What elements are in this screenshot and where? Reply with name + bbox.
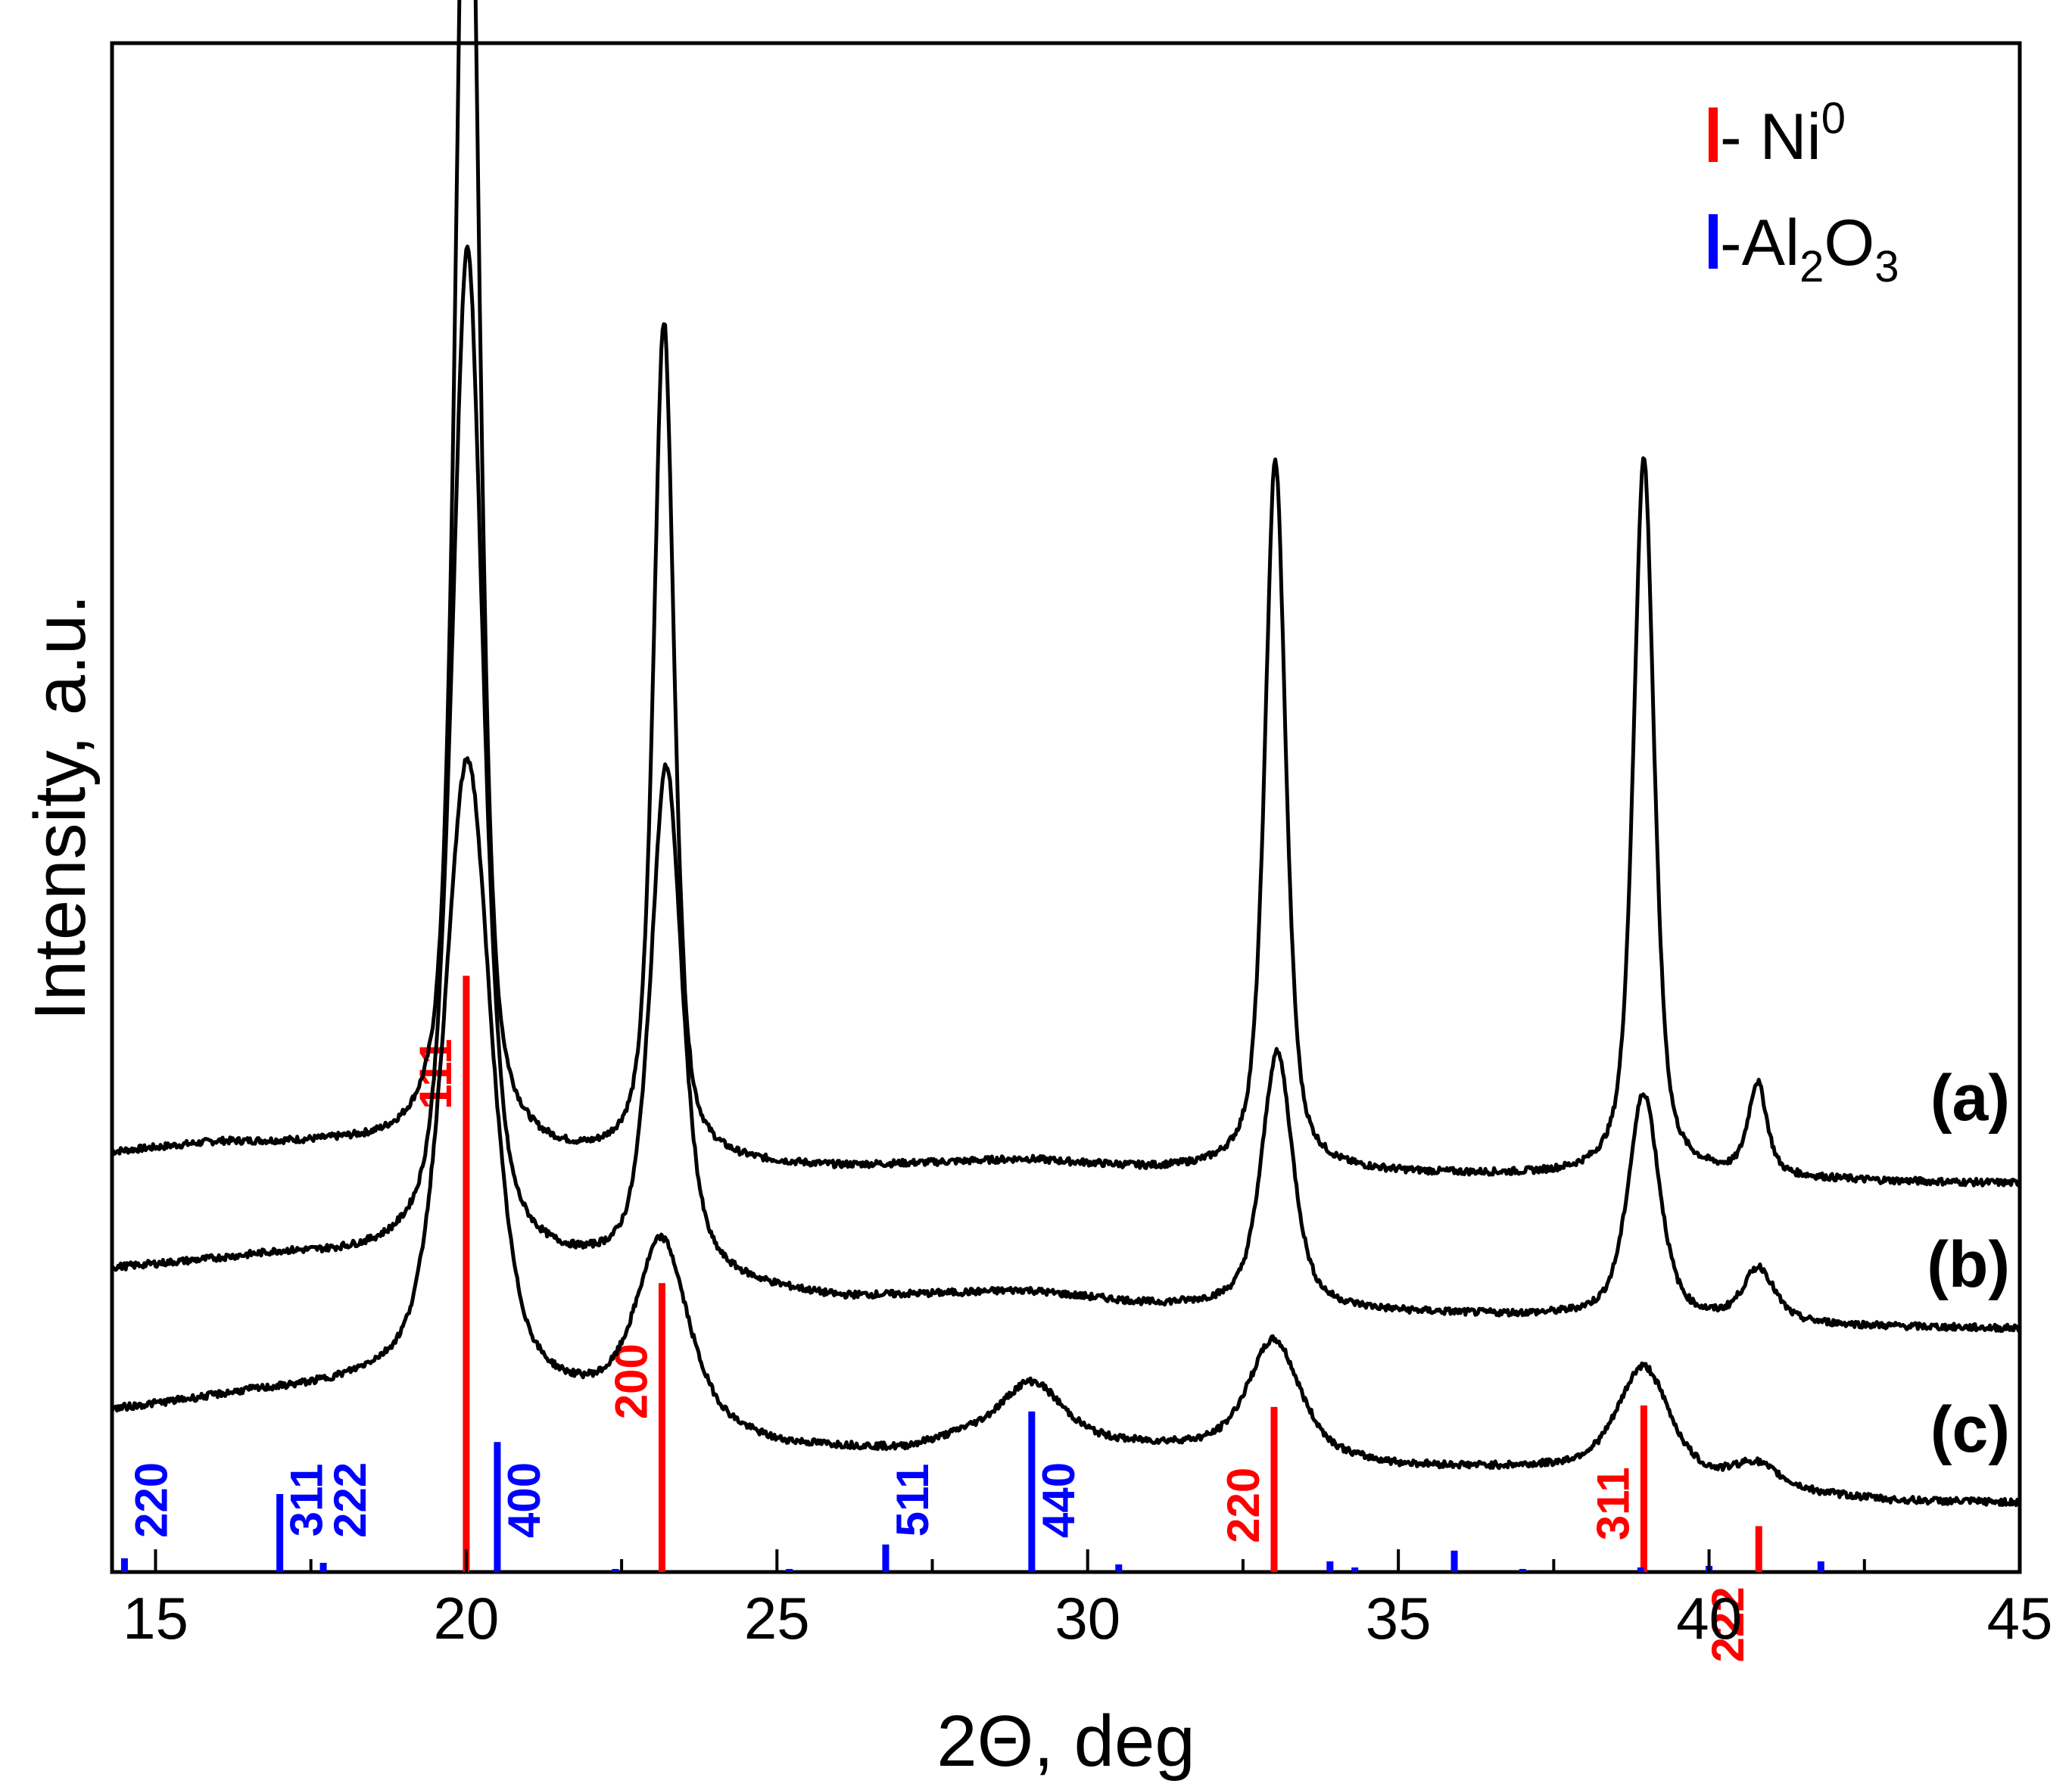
hkl-label: 311 [1587, 1467, 1638, 1540]
series-labels: (a) (b) (c) [1927, 1062, 2010, 1466]
x-tick-label: 15 [123, 1585, 189, 1651]
x-tick-label: 25 [744, 1585, 810, 1651]
plot-frame [110, 41, 2022, 1574]
x-tick-label: 35 [1366, 1585, 1432, 1651]
x-tick-label: 40 [1676, 1585, 1742, 1651]
trace-a [111, 0, 2022, 1188]
series-label: (a) [1930, 1062, 2010, 1135]
x-tick-label: 30 [1055, 1585, 1120, 1651]
legend-marker-al2o3 [1709, 214, 1718, 269]
trace-c [110, 756, 2021, 1508]
hkl-label: 400 [499, 1462, 550, 1538]
hkl-label: 220 [126, 1462, 176, 1538]
y-axis-title: Intensity, a.u. [20, 594, 101, 1021]
plot-area-border [110, 41, 2022, 1574]
hkl-label: 511 [887, 1464, 938, 1537]
hkl-label: 440 [1033, 1462, 1084, 1538]
x-axis-title: 2Θ, deg [936, 1701, 1195, 1782]
legend-label-ni: - Ni0 [1720, 94, 1846, 173]
legend-marker-ni [1709, 107, 1718, 162]
trace-b [110, 244, 2022, 1334]
hkl-label: 222 [325, 1462, 375, 1538]
series-label: (c) [1930, 1393, 2010, 1466]
x-tick-label: 20 [433, 1585, 499, 1651]
diffraction-traces [110, 0, 2022, 1508]
legend: - Ni0 -Al2O3 [1709, 94, 1899, 291]
series-label: (b) [1927, 1228, 2010, 1301]
legend-label-al2o3: -Al2O3 [1720, 207, 1899, 291]
x-tick-label: 45 [1987, 1585, 2053, 1651]
hkl-label: 311 [282, 1464, 332, 1537]
hkl-label: 220 [1218, 1468, 1269, 1543]
x-axis-ticks: 15 20 25 30 35 40 45 [123, 1549, 2052, 1651]
hkl-label: 222 [1703, 1586, 1753, 1662]
